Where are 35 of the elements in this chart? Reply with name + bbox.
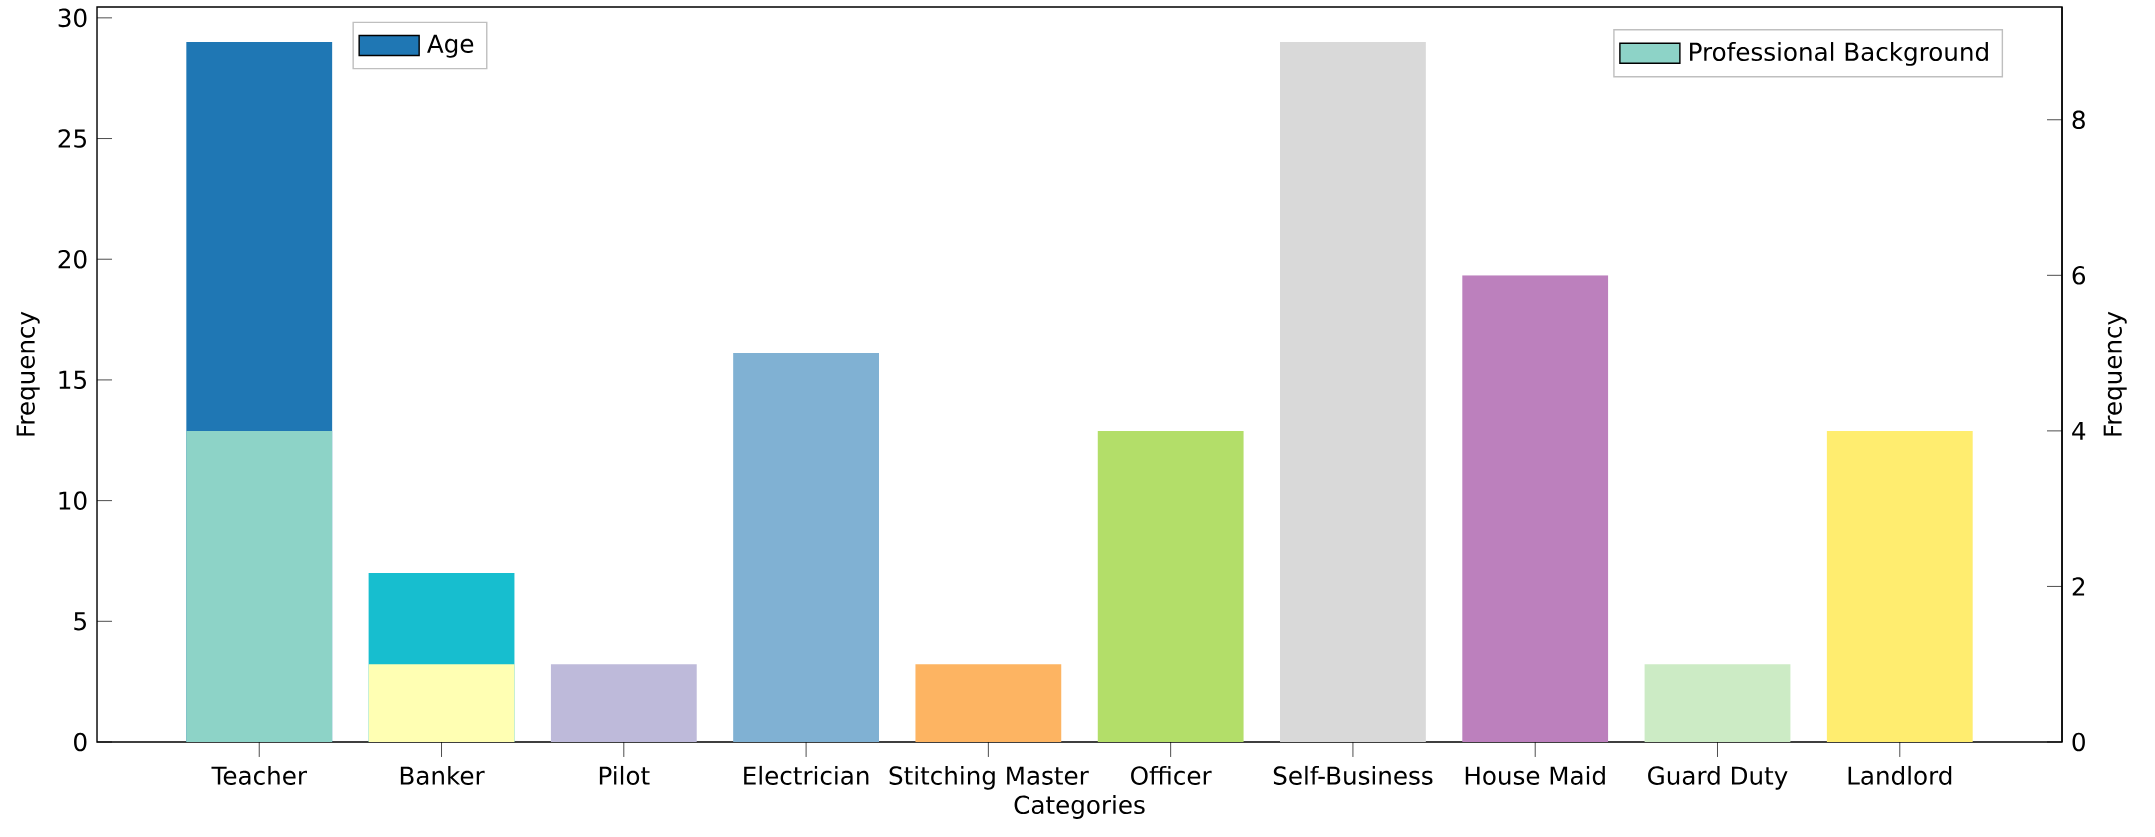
bar	[733, 353, 880, 742]
y-tick-label: 25	[58, 129, 86, 148]
bar	[1280, 41, 1426, 742]
bar	[915, 664, 1062, 742]
y2-tick-label: 8	[2072, 110, 2085, 130]
bar	[1644, 664, 1791, 742]
y2-tick-label: 0	[2072, 732, 2085, 752]
y-tick-label: 20	[58, 249, 87, 269]
y2-tick-label: 2	[2072, 577, 2085, 596]
x-tick-label: Electrician	[744, 765, 869, 785]
x-tick-label: Officer	[1131, 765, 1212, 785]
y-tick-label: 5	[74, 612, 86, 631]
x-axis-title: Categories	[1014, 795, 1145, 819]
legend-label: Age	[427, 34, 474, 58]
legend-label: Professional Background	[1690, 42, 1988, 66]
x-tick-label: Landlord	[1848, 765, 1952, 785]
y2-tick-label: 4	[2072, 421, 2086, 440]
bar	[1097, 430, 1244, 742]
y-tick-label: 30	[58, 8, 87, 28]
bar	[1462, 275, 1609, 742]
y2-tick-label: 6	[2072, 266, 2086, 285]
x-tick-label: Banker	[400, 765, 485, 785]
x-tick-label: Pilot	[599, 765, 650, 785]
y2-axis-title: Frequency	[2103, 311, 2127, 436]
x-tick-label: Self-Business	[1273, 765, 1433, 785]
bar	[550, 664, 697, 742]
bar	[1826, 430, 1973, 742]
y-tick-label: 10	[59, 491, 87, 510]
x-tick-label: Guard Duty	[1648, 765, 1788, 790]
x-tick-label: House Maid	[1465, 765, 1605, 785]
y-axis-title: Frequency	[16, 311, 40, 436]
x-tick-label: Teacher	[211, 765, 307, 785]
x-tick-label: Stitching Master	[889, 765, 1089, 790]
y-tick-label: 0	[74, 732, 87, 752]
y-tick-label: 15	[59, 370, 86, 390]
